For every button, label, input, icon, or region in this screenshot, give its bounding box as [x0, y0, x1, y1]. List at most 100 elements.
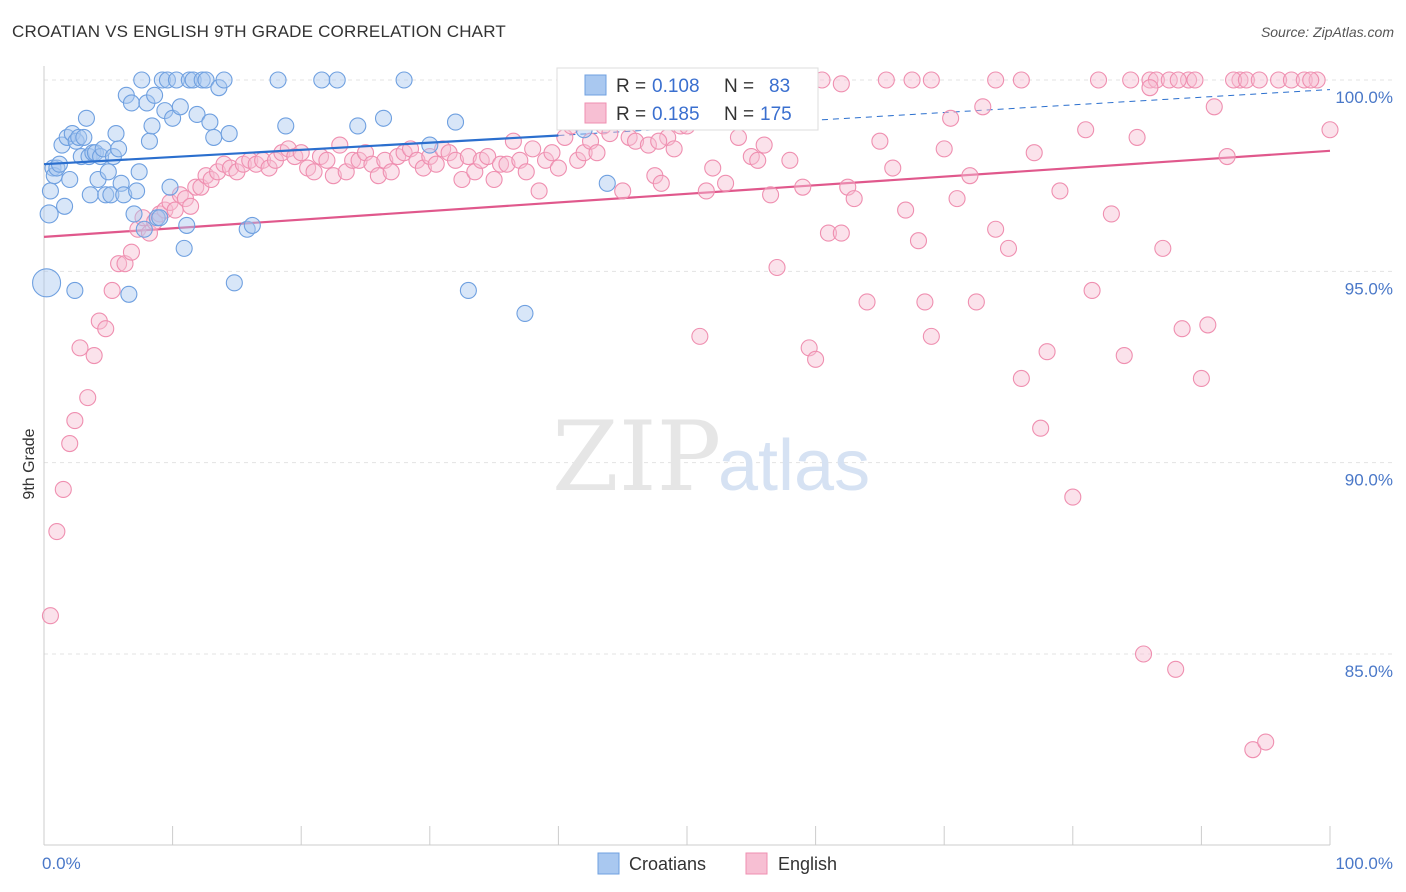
english-point-105 — [704, 159, 722, 177]
english-point-180 — [650, 132, 668, 150]
croatians-point-16 — [75, 128, 93, 146]
english-point-11 — [110, 255, 128, 273]
english-point-4 — [66, 412, 84, 430]
english-point-109 — [749, 151, 767, 169]
english-point-81 — [543, 144, 561, 162]
croatians-point-78 — [459, 281, 477, 300]
english-point-121 — [871, 132, 889, 150]
croatians-point-73 — [349, 117, 367, 135]
english-point-134 — [1012, 369, 1030, 388]
english-point-155 — [1231, 71, 1249, 89]
english-point-151 — [1192, 369, 1210, 388]
english-point-177 — [942, 109, 960, 127]
english-point-165 — [987, 71, 1005, 89]
english-point-129 — [961, 167, 979, 185]
croatians-point-39 — [133, 71, 151, 89]
english-point-112 — [781, 151, 799, 169]
english-point-6 — [79, 389, 97, 407]
croatians-point-61 — [201, 113, 219, 131]
english-point-103 — [691, 327, 709, 345]
english-point-47 — [324, 167, 342, 185]
english-point-143 — [1102, 205, 1120, 223]
croatians-point-57 — [184, 71, 202, 89]
english-point-9 — [97, 320, 115, 338]
english-trend-line — [43, 149, 1331, 238]
english-point-125 — [916, 293, 934, 311]
croatians-point-62 — [205, 128, 223, 146]
legend-swatch-croatians — [597, 852, 620, 875]
english-point-167 — [1122, 71, 1140, 89]
english-point-116 — [819, 224, 838, 242]
english-point-77 — [517, 163, 535, 181]
english-point-140 — [1077, 121, 1095, 139]
croatians-point-74 — [374, 109, 393, 127]
english-point-113 — [794, 178, 812, 196]
croatians-point-49 — [158, 71, 177, 89]
english-point-150 — [1179, 71, 1198, 89]
croatians-point-76 — [421, 136, 439, 154]
croatians-point-12 — [66, 281, 84, 300]
croatians-point-65 — [220, 125, 238, 143]
y-axis-label: 9th Grade — [21, 428, 38, 499]
english-point-7 — [85, 346, 103, 365]
english-point-1 — [48, 522, 66, 541]
english-point-170 — [1169, 71, 1187, 89]
croatians-point-66 — [225, 274, 243, 292]
english-point-92 — [614, 182, 632, 200]
english-point-96 — [639, 136, 657, 154]
stats-r-value-croatians: 0.108 — [652, 76, 700, 97]
stats-r-value-english: 0.185 — [652, 104, 700, 125]
english-point-135 — [1025, 144, 1043, 162]
croatians-point-37 — [128, 182, 146, 200]
croatians-point-26 — [99, 163, 117, 181]
english-point-164 — [922, 71, 940, 89]
croatians-point-19 — [81, 186, 99, 204]
croatians-point-2 — [41, 182, 59, 200]
croatians-point-14 — [70, 128, 88, 146]
english-point-138 — [1051, 182, 1069, 200]
english-point-127 — [935, 140, 953, 158]
croatians-point-0 — [32, 268, 62, 298]
croatians-point-77 — [446, 113, 465, 131]
croatians-point-35 — [122, 94, 140, 112]
english-point-68 — [459, 147, 477, 166]
english-point-67 — [453, 170, 471, 189]
english-point-110 — [762, 186, 780, 204]
y-tick-label-2: 90.0% — [1345, 471, 1393, 490]
stats-n-label-english: N = — [724, 104, 754, 125]
croatians-point-50 — [161, 178, 179, 196]
english-point-175 — [1141, 79, 1159, 97]
english-point-133 — [999, 239, 1018, 257]
stats-swatch-english — [584, 102, 607, 124]
croatians-point-30 — [110, 140, 128, 158]
y-tick-label-1: 95.0% — [1345, 279, 1393, 298]
english-point-111 — [768, 258, 786, 277]
english-point-0 — [41, 607, 59, 625]
english-point-169 — [1160, 71, 1178, 89]
english-point-131 — [974, 98, 992, 116]
croatians-point-72 — [328, 71, 346, 89]
croatians-point-42 — [140, 132, 159, 150]
english-point-184 — [1302, 71, 1320, 89]
english-point-124 — [909, 232, 928, 250]
english-point-79 — [530, 182, 548, 200]
english-point-117 — [832, 224, 850, 242]
bottom-legend: Croatians English — [597, 852, 837, 875]
croatians-point-43 — [143, 117, 161, 135]
english-point-162 — [1321, 121, 1339, 139]
english-point-171 — [1186, 71, 1204, 89]
english-point-63 — [427, 155, 445, 173]
croatians-point-52 — [167, 71, 186, 89]
english-point-115 — [807, 350, 825, 368]
croatians-point-55 — [178, 216, 196, 234]
english-point-82 — [549, 159, 567, 177]
english-point-145 — [1128, 128, 1146, 146]
english-point-182 — [877, 71, 895, 89]
english-point-88 — [588, 144, 606, 162]
english-point-153 — [1205, 98, 1223, 116]
english-point-75 — [504, 132, 522, 150]
english-point-147 — [1154, 239, 1172, 257]
english-point-48 — [331, 136, 349, 154]
english-point-141 — [1083, 281, 1101, 300]
